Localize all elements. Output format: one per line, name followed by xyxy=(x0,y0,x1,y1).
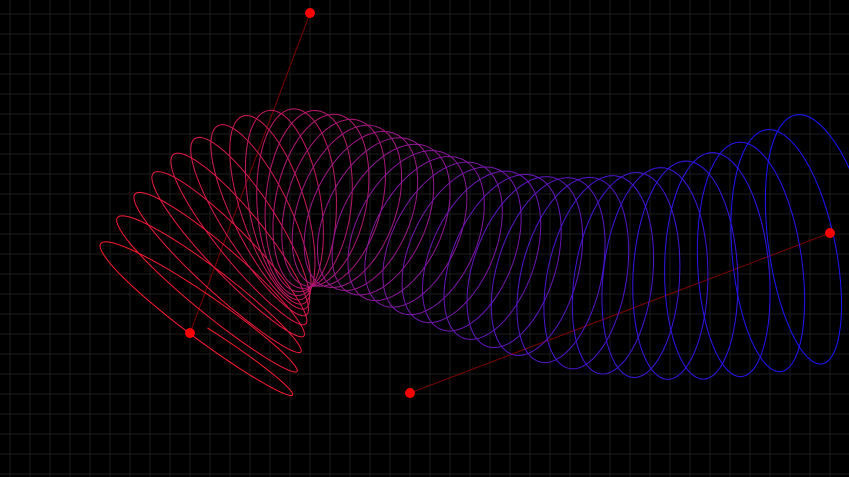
guide-line-end xyxy=(409,232,831,394)
control-point-anchor-end[interactable] xyxy=(825,228,835,238)
spiral-loop xyxy=(571,171,681,375)
spiral-loop xyxy=(543,175,655,370)
spiral-loop xyxy=(210,124,311,310)
spiral-loop xyxy=(696,141,805,378)
spiral-loop xyxy=(264,109,353,293)
spiral-loop xyxy=(443,174,562,340)
spiral-loop xyxy=(256,108,337,297)
spiral-loop xyxy=(730,128,840,373)
spiral-loop xyxy=(401,166,522,324)
control-point-handle-end[interactable] xyxy=(405,388,415,398)
spiral-loop xyxy=(151,171,306,338)
spiral-loop xyxy=(664,152,771,380)
guide-line-start xyxy=(189,12,311,334)
control-guide-lines xyxy=(189,12,831,394)
spiral-curve xyxy=(99,108,849,397)
spiral-loop xyxy=(116,215,298,373)
spiral-loop xyxy=(516,176,630,364)
spiral-loop xyxy=(601,167,709,379)
spiral-loop xyxy=(229,114,312,305)
spiral-loop xyxy=(244,109,324,301)
spiral-loop xyxy=(764,114,849,365)
spiral-loop xyxy=(490,177,606,357)
spiral-loop xyxy=(190,136,310,317)
control-point-handle-start[interactable] xyxy=(305,8,315,18)
spiral-loop xyxy=(99,241,294,397)
spiral-loop xyxy=(272,113,370,289)
spiral-loop xyxy=(170,152,308,326)
spiral-loop xyxy=(422,170,542,332)
control-points[interactable] xyxy=(185,8,835,398)
spiral-loop xyxy=(382,161,503,316)
spiral-loop xyxy=(632,160,739,380)
spiral-loop xyxy=(466,176,584,349)
control-point-anchor-start[interactable] xyxy=(185,328,195,338)
